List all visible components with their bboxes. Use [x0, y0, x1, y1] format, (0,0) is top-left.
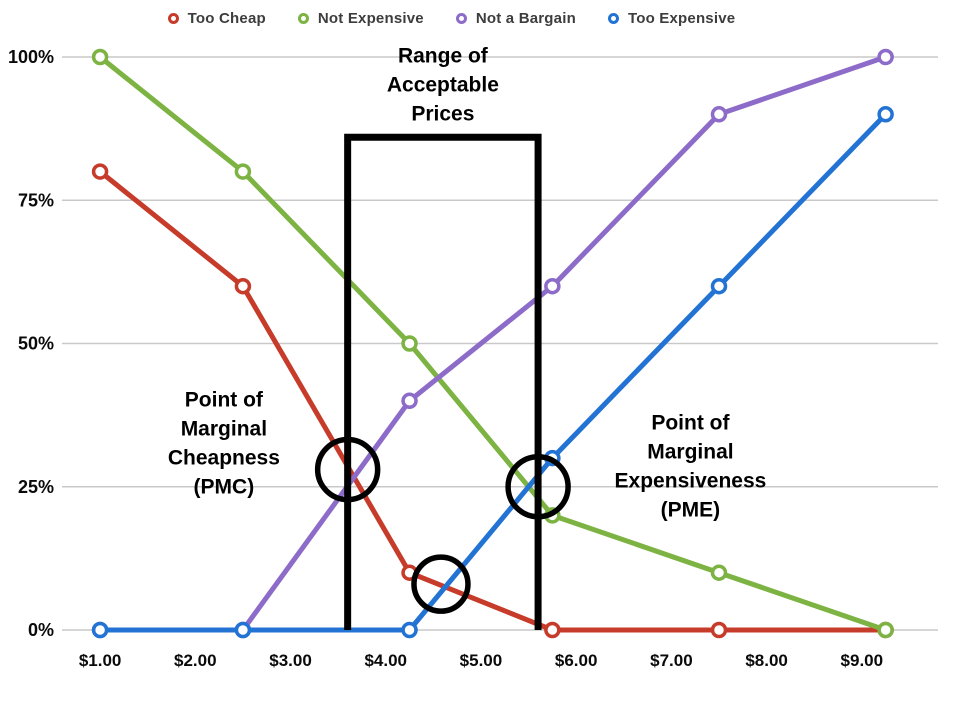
y-axis-tick-label: 25% [18, 477, 54, 497]
data-point-marker-not-expensive [234, 163, 252, 180]
y-axis-tick-label: 75% [18, 190, 54, 210]
series-line-too-expensive [97, 111, 889, 633]
chart-legend: Too Cheap Not Expensive Not a Bargain Too E… [0, 10, 958, 27]
legend-marker-icon [297, 13, 309, 24]
legend-label: Not a Bargain [475, 10, 576, 27]
data-point-marker-too-cheap [544, 621, 561, 639]
x-axis-tick-label: $9.00 [841, 651, 884, 670]
legend-item-not-expensive: Not Expensive [297, 10, 424, 27]
data-point-marker-not-a-bargain [877, 48, 894, 66]
pmc-highlight-circle [314, 436, 381, 503]
pme-label: Point of Marginal Expensiveness (PME) [615, 411, 767, 521]
legend-label: Too Cheap [187, 10, 266, 27]
data-point-marker-not-a-bargain [544, 277, 561, 295]
data-point-marker-not-expensive [710, 564, 728, 581]
series-line-not-expensive [97, 54, 889, 633]
legend-item-not-a-bargain: Not a Bargain [455, 10, 576, 27]
pmc-label: Point of Marginal Cheapness (PMC) [168, 389, 280, 499]
data-point-marker-not-a-bargain [710, 106, 728, 123]
legend-label: Not Expensive [317, 10, 424, 27]
x-axis-tick-label: $3.00 [269, 651, 312, 670]
x-axis-tick-label: $5.00 [460, 651, 503, 670]
data-point-marker-too-expensive [710, 277, 728, 295]
x-axis-tick-label: $8.00 [745, 651, 788, 670]
legend-marker-icon [607, 13, 619, 24]
acceptable-price-range-bracket [344, 133, 542, 630]
legend-marker-icon [167, 13, 179, 24]
x-axis-tick-label: $6.00 [555, 651, 598, 670]
pme-highlight-circle [505, 454, 571, 520]
range-of-acceptable-prices-label: Range of Acceptable Prices [387, 45, 499, 126]
data-point-marker-not-expensive [91, 48, 109, 66]
legend-item-too-expensive: Too Expensive [607, 10, 736, 27]
data-point-marker-too-expensive [401, 621, 418, 639]
data-point-marker-too-cheap [91, 163, 109, 180]
y-axis-tick-label: 0% [28, 620, 54, 640]
data-point-marker-too-cheap [710, 621, 728, 639]
optimal-price-highlight-circle [411, 554, 471, 614]
x-axis-tick-label: $1.00 [79, 651, 122, 670]
x-axis-tick-label: $2.00 [174, 651, 217, 670]
data-point-marker-too-expensive [91, 621, 109, 639]
y-axis-tick-label: 50% [18, 334, 54, 354]
x-axis-tick-label: $4.00 [364, 651, 407, 670]
data-point-marker-not-a-bargain [401, 392, 418, 410]
data-point-marker-not-expensive [877, 621, 894, 639]
legend-marker-icon [455, 13, 467, 24]
y-axis-tick-label: 100% [8, 47, 54, 67]
data-point-marker-not-expensive [401, 335, 418, 352]
x-axis-tick-label: $7.00 [650, 651, 693, 670]
data-point-marker-too-expensive [877, 106, 894, 123]
legend-item-too-cheap: Too Cheap [167, 10, 266, 27]
series-line-too-cheap [97, 169, 889, 633]
data-point-marker-too-cheap [234, 277, 252, 295]
data-point-marker-too-expensive [234, 621, 252, 639]
legend-label: Too Expensive [627, 10, 736, 27]
